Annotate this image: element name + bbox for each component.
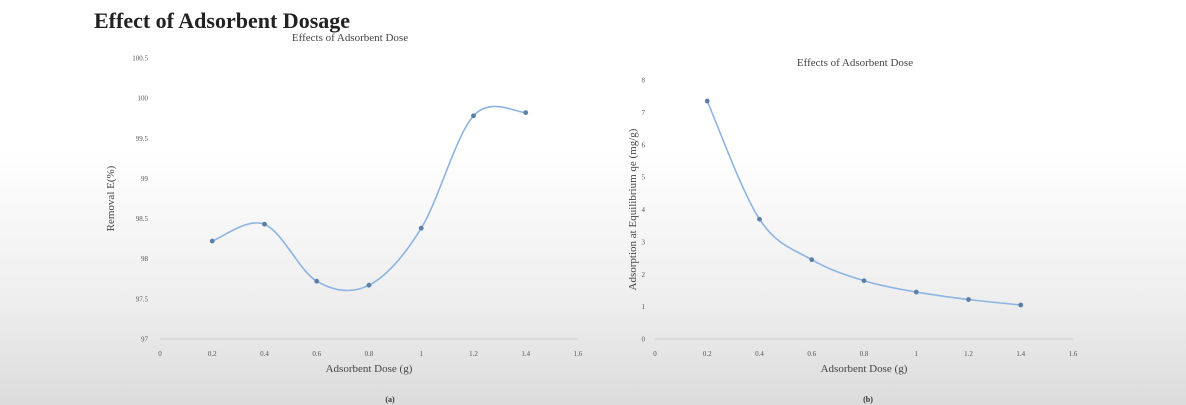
chart-title: Effects of Adsorbent Dose: [797, 57, 913, 69]
y-tick-label: 5: [642, 174, 646, 182]
x-tick-label: 1.4: [521, 350, 530, 358]
series-line: [706, 100, 1021, 306]
y-tick-label: 1: [642, 303, 646, 311]
y-tick-label: 100: [138, 95, 149, 103]
data-point: [418, 225, 424, 231]
data-point: [809, 257, 815, 263]
x-tick-label: 0.6: [312, 350, 321, 358]
y-tick-label: 4: [642, 206, 646, 214]
data-point: [523, 110, 529, 115]
x-tick-label: 0.6: [807, 350, 816, 358]
y-axis-label: Adsorption at Equilibrium qe (mg/g): [627, 128, 639, 290]
chart-a: Effects of Adsorbent Dose 0 0.2 0.4 0.6 0.8 1 1…: [105, 32, 583, 404]
y-tick-label: 99: [141, 175, 149, 183]
data-point: [757, 216, 762, 222]
chart-title: Effects of Adsorbent Dose: [292, 32, 408, 44]
x-axis-label: Adsorbent Dose (g): [326, 363, 413, 375]
x-tick-label: 1.4: [1016, 350, 1025, 358]
x-tick-label: 1.6: [574, 350, 583, 358]
chart-caption: (b): [863, 395, 873, 404]
x-tick-label: 0.2: [703, 350, 712, 358]
x-tick-label: 0.2: [208, 350, 217, 358]
data-point: [1018, 302, 1024, 308]
data-point: [861, 278, 867, 284]
x-tick-label: 1: [420, 350, 424, 358]
x-axis-label: Adsorbent Dose (g): [821, 363, 908, 375]
y-tick-label: 0: [642, 336, 646, 344]
y-tick-label: 99.5: [136, 135, 149, 143]
y-tick-label: 6: [642, 141, 646, 149]
data-point: [314, 278, 320, 284]
x-tick-label: 1.2: [469, 350, 478, 358]
x-tick-label: 1: [915, 350, 919, 358]
data-point: [366, 282, 372, 288]
y-tick-label: 8: [642, 77, 646, 85]
y-axis-label: Removal E(%): [105, 165, 117, 231]
data-point: [262, 221, 267, 227]
y-tick-label: 97: [141, 336, 149, 344]
y-tick-label: 7: [642, 109, 646, 117]
x-tick-label: 1.6: [1069, 350, 1078, 358]
data-point: [966, 297, 971, 302]
data-point: [913, 289, 919, 295]
chart-b: Effects of Adsorbent Dose 0 0.2 0.4 0.6 0.8 1 1…: [627, 57, 1078, 404]
x-tick-label: 0.4: [755, 350, 764, 358]
y-tick-label: 2: [642, 271, 646, 279]
y-tick-label: 97.5: [136, 295, 149, 303]
data-point: [704, 98, 710, 104]
y-tick-label: 98: [141, 255, 149, 263]
series-line: [211, 105, 526, 292]
x-tick-label: 0.8: [365, 350, 374, 358]
y-tick-label: 100.5: [132, 55, 148, 63]
x-tick-label: 1.2: [964, 350, 973, 358]
x-tick-label: 0: [653, 350, 657, 358]
x-tick-label: 0: [158, 350, 162, 358]
y-tick-label: 3: [642, 238, 646, 246]
x-tick-label: 0.4: [260, 350, 269, 358]
chart-caption: (a): [385, 395, 395, 404]
y-tick-label: 98.5: [136, 215, 149, 223]
x-tick-label: 0.8: [860, 350, 869, 358]
data-point: [471, 113, 476, 119]
data-point: [209, 238, 215, 244]
page-heading: Effect of Adsorbent Dosage: [94, 8, 351, 33]
